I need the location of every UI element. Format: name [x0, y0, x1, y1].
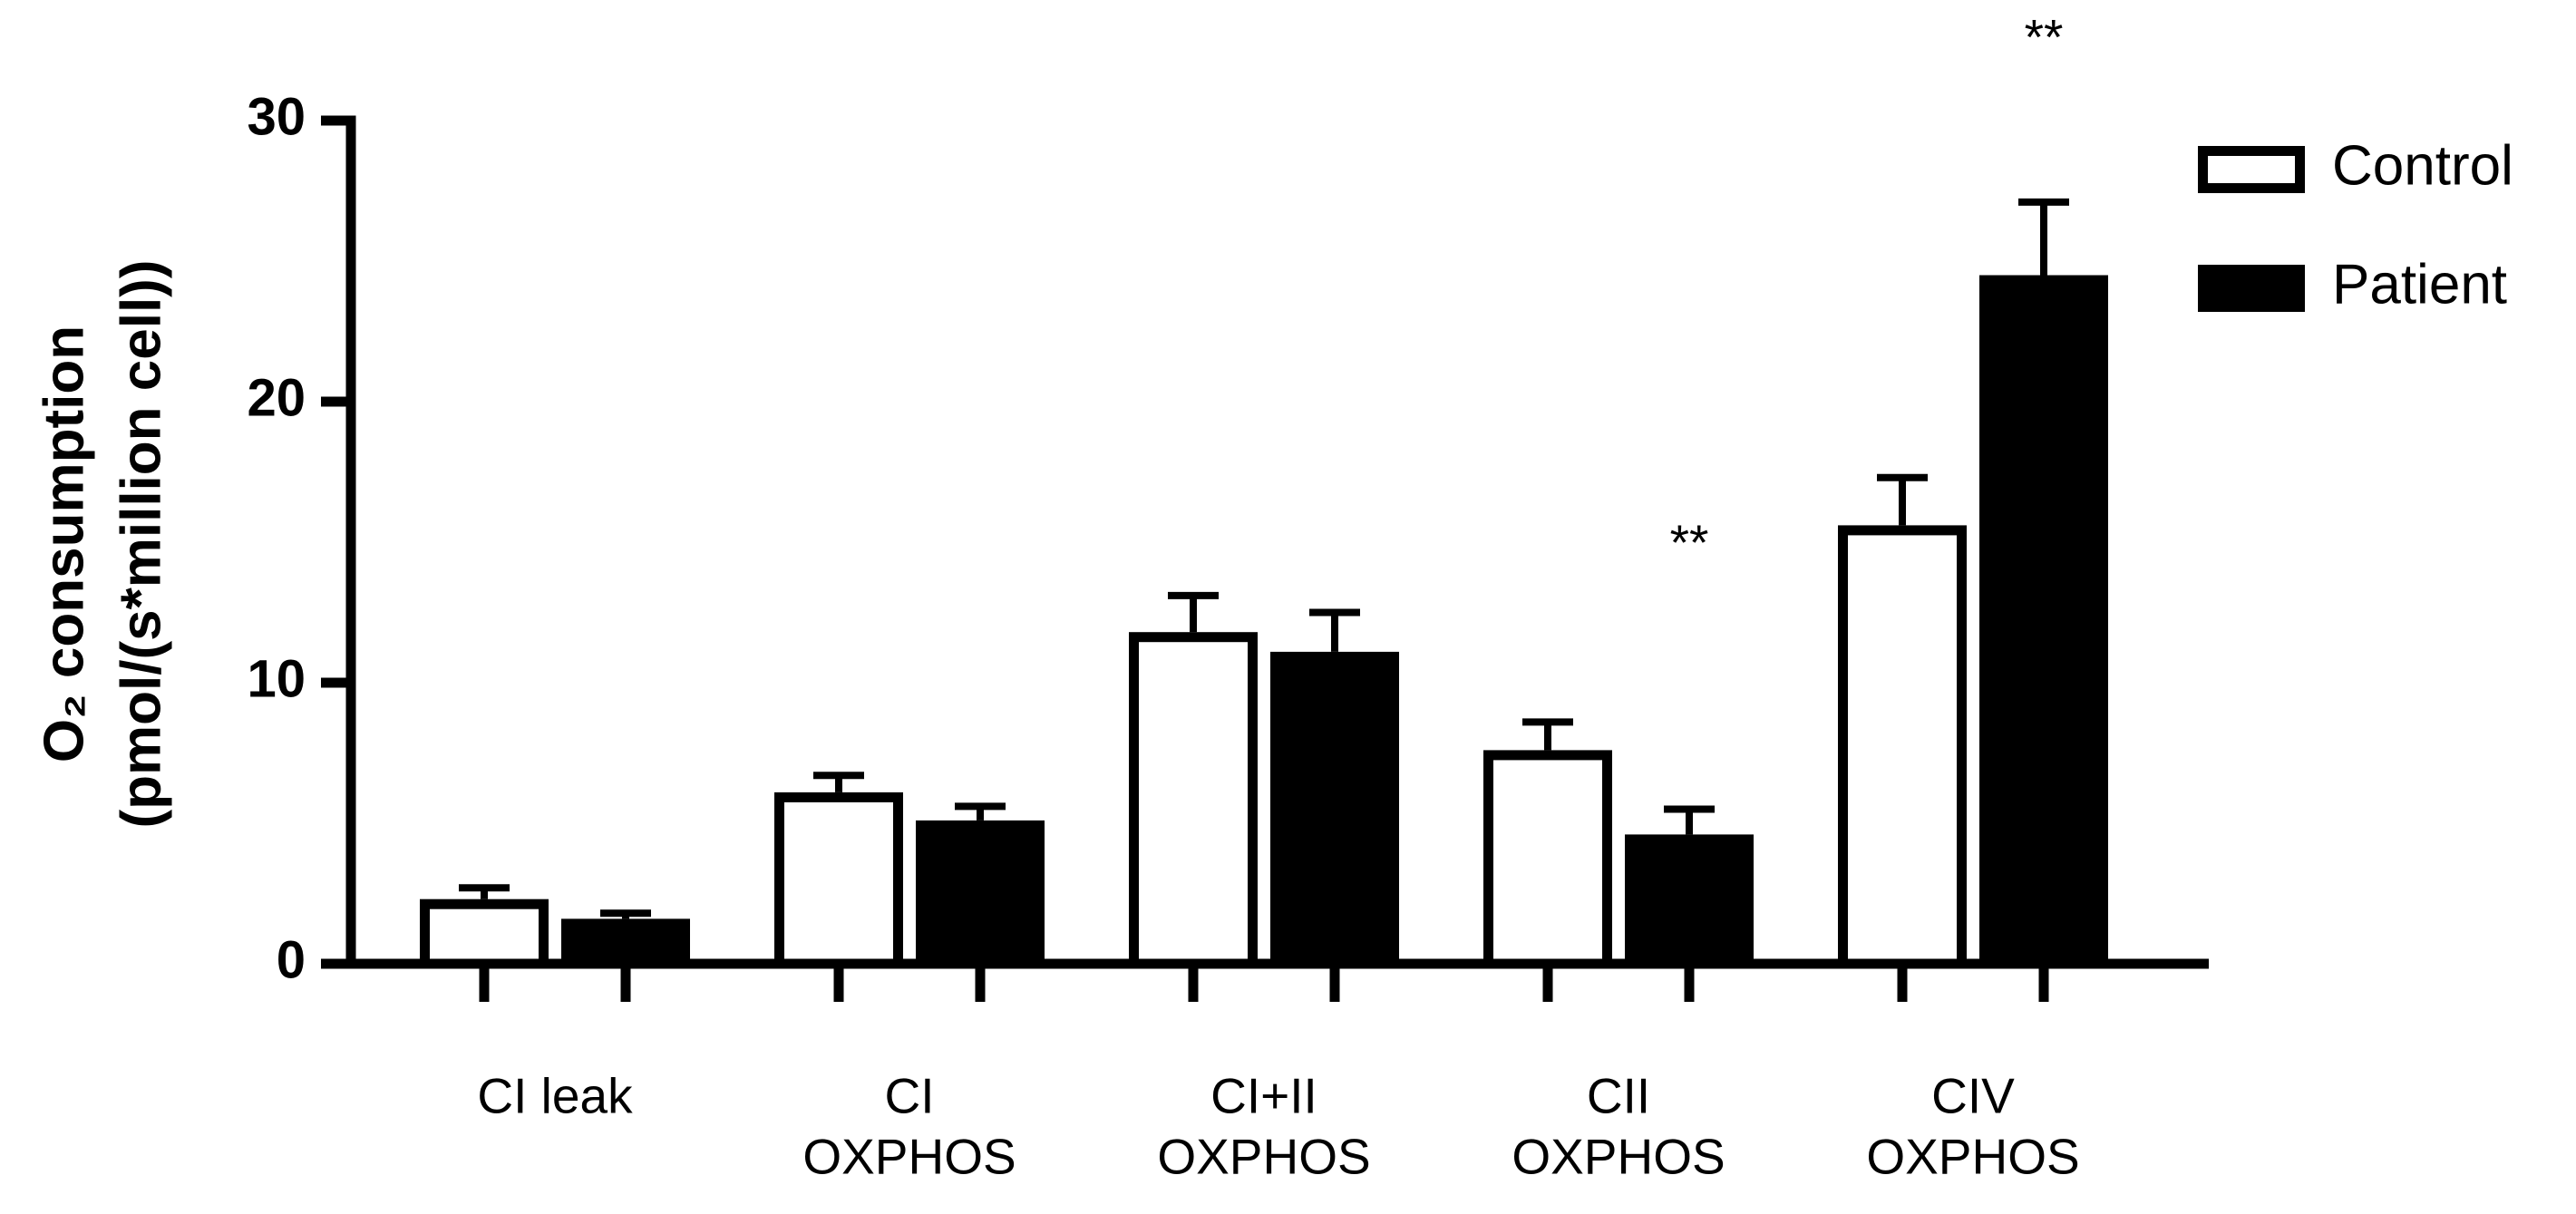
x-tick-label: CI+II	[1210, 1068, 1317, 1124]
x-tick-label: CIV	[1931, 1068, 2015, 1124]
bar	[1625, 834, 1754, 964]
x-tick-label: CII	[1587, 1068, 1650, 1124]
bar	[1129, 632, 1258, 969]
bar	[1483, 750, 1612, 969]
bar	[420, 898, 549, 969]
y-label-line: (pmol/(s*million cell))	[110, 260, 172, 829]
y-tick-label: 0	[277, 930, 306, 989]
significance-label: **	[1670, 514, 1709, 570]
bar	[916, 820, 1045, 964]
x-tick-label: OXPHOS	[1157, 1129, 1370, 1185]
bar	[1838, 525, 1967, 969]
legend-label: Patient	[2332, 253, 2507, 316]
bar	[561, 918, 690, 964]
significance-label: **	[2025, 9, 2064, 65]
legend-swatch	[2198, 146, 2305, 193]
x-tick-label: OXPHOS	[1512, 1129, 1725, 1185]
y-axis-label: O₂ consumption (pmol/(s*million cell))	[33, 260, 172, 829]
bar	[774, 792, 903, 969]
y-tick-label: 10	[247, 649, 306, 708]
x-tick-label: OXPHOS	[1866, 1129, 2079, 1185]
legend-label: Control	[2332, 134, 2513, 197]
bar	[1979, 275, 2108, 964]
y-tick-label: 30	[247, 87, 306, 146]
x-tick-label: OXPHOS	[802, 1129, 1016, 1185]
y-tick-label: 20	[247, 368, 306, 427]
legend-swatch	[2198, 265, 2305, 312]
x-tick-label: CI leak	[477, 1068, 633, 1124]
y-label-line: O₂ consumption	[33, 325, 95, 762]
bar	[1270, 651, 1399, 964]
x-tick-label: CI	[885, 1068, 935, 1124]
